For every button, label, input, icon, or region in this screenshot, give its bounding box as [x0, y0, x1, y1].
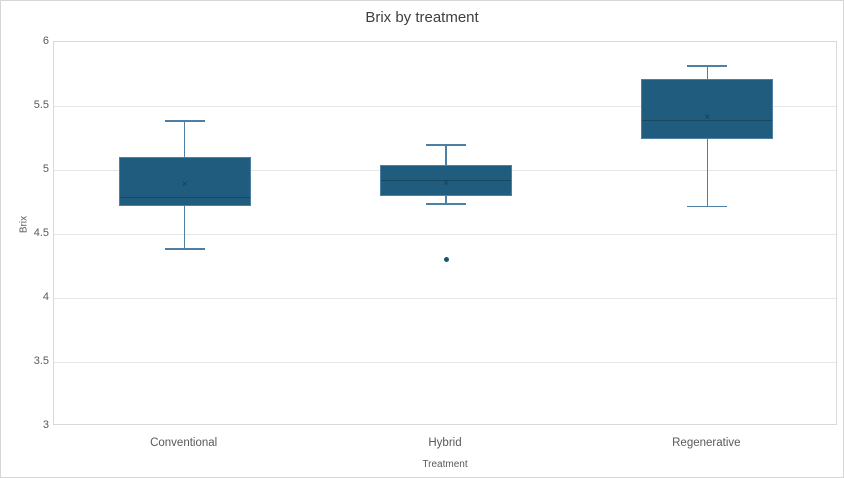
y-tick-label: 6 [42, 35, 49, 47]
lower-whisker-cap [164, 248, 205, 250]
x-axis-title: Treatment [422, 459, 468, 470]
median-line [119, 196, 250, 198]
y-tick-label: 3.5 [33, 355, 49, 367]
upper-whisker [445, 144, 447, 165]
lower-whisker [706, 139, 709, 206]
median-line [381, 180, 511, 182]
x-category-label-regenerative: Regenerative [672, 437, 741, 449]
y-tick-label: 5.5 [33, 99, 49, 111]
lower-whisker [183, 205, 186, 249]
mean-marker: × [443, 178, 449, 190]
plot-area: × × × [53, 41, 837, 425]
upper-whisker [183, 120, 186, 158]
lower-whisker [445, 195, 447, 204]
y-tick-label: 4.5 [33, 227, 49, 239]
mean-marker: × [704, 111, 711, 123]
chart-title: Brix by treatment [365, 9, 479, 26]
outlier-point[interactable] [443, 257, 449, 263]
upper-whisker [706, 65, 709, 80]
upper-whisker-cap [426, 144, 466, 146]
x-category-label-conventional: Conventional [150, 437, 218, 449]
mean-marker: × [181, 179, 188, 191]
iqr-box[interactable] [641, 79, 774, 140]
x-category-label-hybrid: Hybrid [428, 437, 462, 449]
y-tick-label: 5 [42, 163, 49, 175]
lower-whisker-cap [426, 203, 466, 205]
median-line [642, 120, 773, 122]
gridline [54, 234, 836, 235]
y-tick-label: 3 [42, 419, 49, 431]
gridline [54, 106, 836, 107]
upper-whisker-cap [164, 120, 205, 122]
upper-whisker-cap [687, 65, 728, 67]
y-tick-label: 4 [42, 291, 49, 303]
lower-whisker-cap [687, 205, 728, 208]
gridline [54, 362, 836, 363]
gridline [54, 298, 836, 299]
